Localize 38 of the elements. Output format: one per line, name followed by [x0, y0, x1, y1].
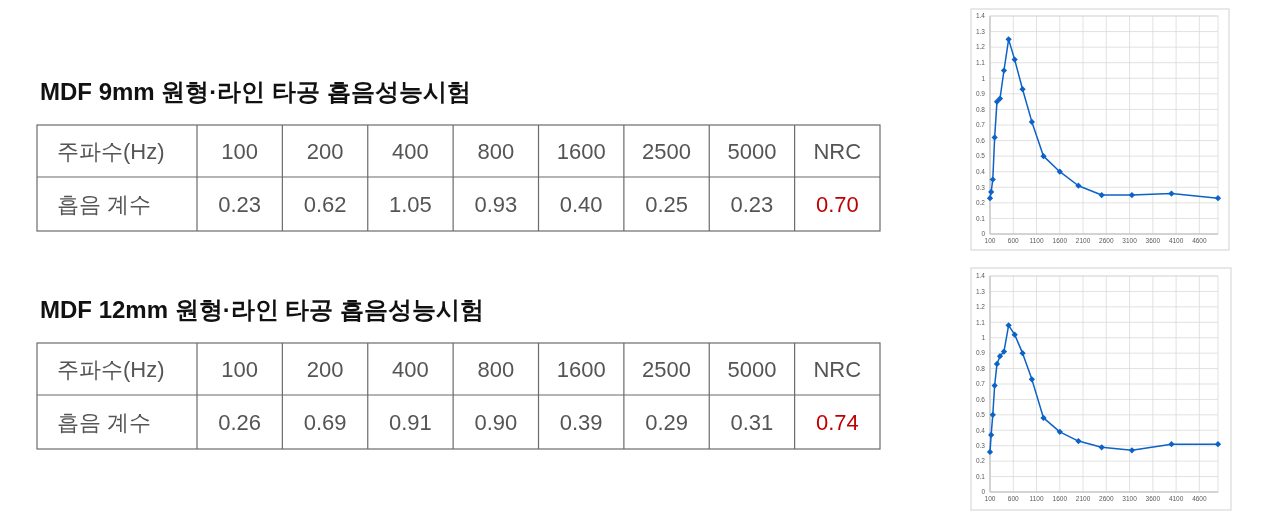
- data-label: 0.23: [730, 192, 774, 217]
- data-label: 0.69: [303, 410, 347, 435]
- data-label: 0.62: [303, 192, 347, 217]
- data-label: 0.26: [218, 410, 262, 435]
- category-label: 400: [392, 139, 429, 164]
- category-label: 5000: [727, 357, 777, 382]
- category-label: 200: [306, 139, 344, 164]
- data-label: 0.70: [815, 192, 859, 217]
- category-label: 100: [221, 357, 259, 382]
- text: 흡음 계수: [57, 192, 152, 217]
- data-label: 0.23: [218, 192, 262, 217]
- category-label: 200: [306, 357, 344, 382]
- category-label: 2500: [642, 139, 692, 164]
- text: MDF 9mm 원형·라인 타공 흡음성능시험: [40, 78, 471, 105]
- data-label: 0.93: [474, 192, 518, 217]
- data-label: 0.25: [645, 192, 688, 217]
- category-label: 400: [392, 357, 429, 382]
- text: 주파수(Hz): [57, 357, 165, 382]
- data-label: 1.05: [389, 192, 432, 217]
- category-label: 2500: [642, 357, 692, 382]
- data-label: 0.31: [730, 410, 774, 435]
- data-label: 0.29: [645, 410, 688, 435]
- category-label: 800: [477, 139, 515, 164]
- category-label: 1600: [556, 139, 606, 164]
- data-label: 0.90: [474, 410, 518, 435]
- text: MDF 12mm 원형·라인 타공 흡음성능시험: [40, 296, 485, 323]
- category-label: 800: [477, 357, 515, 382]
- category-label: NRC: [813, 357, 862, 382]
- text: 주파수(Hz): [57, 139, 165, 164]
- data-label: 0.40: [559, 192, 603, 217]
- text: 흡음 계수: [57, 410, 152, 435]
- category-label: 100: [221, 139, 259, 164]
- category-label: NRC: [813, 139, 862, 164]
- data-label: 0.74: [815, 410, 859, 435]
- data-label: 0.91: [389, 410, 432, 435]
- data-label: 0.39: [559, 410, 603, 435]
- category-label: 5000: [727, 139, 777, 164]
- category-label: 1600: [556, 357, 606, 382]
